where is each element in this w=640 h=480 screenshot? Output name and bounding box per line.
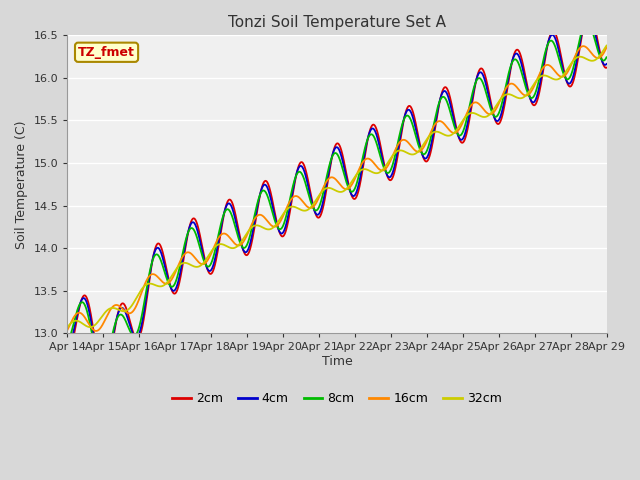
4cm [534,89,542,95]
Text: TZ_fmet: TZ_fmet [78,46,135,59]
8cm [271,216,278,222]
32cm [294,205,301,211]
8cm [125,326,133,332]
2cm [125,314,133,320]
2cm [100,372,108,378]
32cm [603,43,611,48]
32cm [125,306,132,312]
4cm [603,61,611,67]
8cm [294,170,301,176]
X-axis label: Time: Time [321,355,352,368]
4cm [125,320,133,325]
2cm [585,9,593,15]
Title: Tonzi Soil Temperature Set A: Tonzi Soil Temperature Set A [228,15,446,30]
16cm [271,224,278,229]
8cm [583,19,591,25]
2cm [157,244,165,250]
Legend: 2cm, 4cm, 8cm, 16cm, 32cm: 2cm, 4cm, 8cm, 16cm, 32cm [167,387,507,410]
Line: 8cm: 8cm [67,22,607,365]
Y-axis label: Soil Temperature (C): Soil Temperature (C) [15,120,28,249]
2cm [593,31,600,36]
16cm [125,311,133,316]
4cm [593,36,600,41]
Line: 32cm: 32cm [67,46,607,327]
4cm [271,211,278,217]
16cm [534,74,542,80]
4cm [294,167,301,173]
4cm [63,347,71,353]
16cm [157,277,165,283]
4cm [157,250,165,255]
4cm [584,13,592,19]
16cm [603,45,611,50]
8cm [534,81,542,87]
2cm [534,95,542,101]
32cm [270,224,278,229]
2cm [603,65,611,71]
32cm [63,324,71,330]
32cm [592,57,600,62]
Line: 4cm: 4cm [67,16,607,372]
8cm [603,54,611,60]
8cm [157,258,165,264]
Line: 16cm: 16cm [67,46,607,331]
16cm [294,193,301,199]
2cm [294,167,301,172]
32cm [157,284,164,289]
2cm [271,207,278,213]
8cm [593,42,600,48]
4cm [99,369,107,374]
16cm [63,327,71,333]
32cm [534,76,541,82]
8cm [98,362,106,368]
8cm [63,340,71,346]
16cm [92,328,100,334]
16cm [593,55,600,60]
2cm [63,351,71,357]
Line: 2cm: 2cm [67,12,607,375]
16cm [579,43,587,49]
